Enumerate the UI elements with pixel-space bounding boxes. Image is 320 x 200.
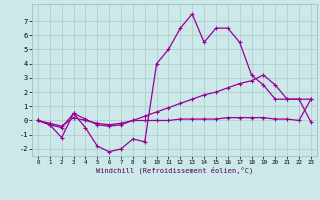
X-axis label: Windchill (Refroidissement éolien,°C): Windchill (Refroidissement éolien,°C) [96,167,253,174]
